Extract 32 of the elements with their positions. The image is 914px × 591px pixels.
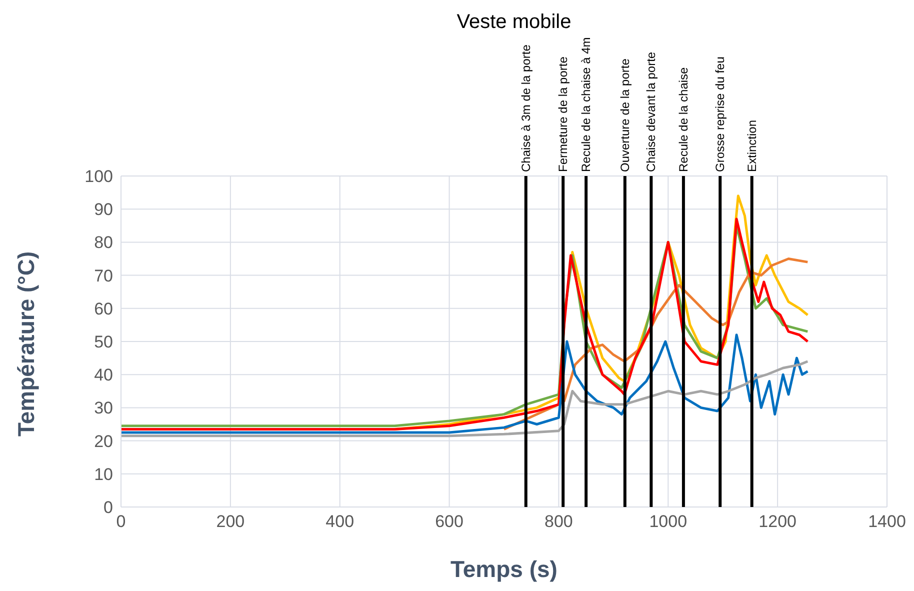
x-tick-label: 1000 xyxy=(649,512,688,532)
y-tick-label: 10 xyxy=(94,464,113,484)
y-tick-label: 100 xyxy=(84,167,113,186)
y-tick-label: 80 xyxy=(94,233,113,252)
y-tick-label: 40 xyxy=(94,366,113,385)
x-tick-label: 800 xyxy=(544,512,573,532)
x-tick-label: 600 xyxy=(435,512,464,532)
y-tick-label: 90 xyxy=(94,200,113,220)
ref-line-label: Ouverture de la porte xyxy=(618,58,632,172)
y-axis-title: Température (°C) xyxy=(13,251,40,436)
line-series xyxy=(121,334,809,434)
x-tick-label: 1200 xyxy=(758,512,796,532)
y-tick-label: 50 xyxy=(94,332,113,352)
x-tick-label: 400 xyxy=(326,512,354,532)
y-tick-label: 0 xyxy=(104,498,113,518)
ref-line-label: Recule de la chaise xyxy=(676,66,690,172)
line-series xyxy=(121,360,809,438)
ref-line-label: Extinction xyxy=(744,120,759,172)
chart-title: Veste mobile xyxy=(456,11,572,33)
x-tick-label: 1400 xyxy=(868,512,906,532)
x-axis-title: Temps (s) xyxy=(450,556,558,582)
x-tick-label: 200 xyxy=(216,512,245,532)
y-tick-label: 30 xyxy=(94,398,113,418)
ref-line-label: Grosse reprise du feu xyxy=(713,56,728,172)
ref-line-label: Chaise à 3m de la porte xyxy=(518,44,533,172)
y-tick-label: 70 xyxy=(94,266,113,286)
y-tick-label: 20 xyxy=(94,432,113,451)
ref-line-label: Recule de la chaise à 4m xyxy=(579,37,594,172)
ref-line-label: Fermeture de la porte xyxy=(556,56,570,172)
y-tick-label: 60 xyxy=(94,299,113,318)
x-tick-label: 0 xyxy=(116,512,126,532)
ref-line-label: Chaise devant la porte xyxy=(644,52,658,172)
